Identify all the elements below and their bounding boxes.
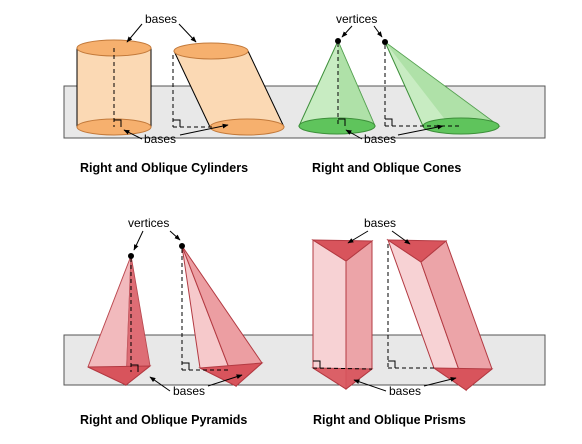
cylinders-top-label: bases bbox=[145, 12, 177, 26]
right-cone-vertex bbox=[335, 38, 341, 44]
right-cylinder bbox=[76, 39, 152, 136]
oblique-cylinder-bottom-base bbox=[209, 118, 285, 136]
oblique-prism-top-base bbox=[386, 239, 448, 263]
right-pyramid-base bbox=[87, 365, 152, 386]
oblique-cone-vertex bbox=[382, 39, 388, 45]
right-cone-base bbox=[298, 117, 376, 135]
right-prism bbox=[311, 239, 374, 391]
cones-top-label: vertices bbox=[336, 12, 377, 26]
oblique-pyramid-vertex bbox=[179, 243, 185, 249]
cones-bottom-label: bases bbox=[364, 132, 396, 146]
pyramids-top-label: vertices bbox=[128, 216, 169, 230]
oblique-pyramid bbox=[179, 243, 264, 388]
oblique-prism bbox=[386, 238, 494, 392]
right-prism-top-base bbox=[311, 239, 374, 262]
prisms-caption: Right and Oblique Prisms bbox=[313, 413, 466, 427]
right-cone bbox=[298, 38, 376, 135]
cones-panel: vertices bases Right and Oblique Cones bbox=[298, 12, 501, 175]
right-pyramid bbox=[87, 253, 152, 387]
cones-caption: Right and Oblique Cones bbox=[312, 161, 461, 175]
pyramids-bottom-label: bases bbox=[173, 384, 205, 398]
right-pyramid-vertex bbox=[128, 253, 134, 259]
prisms-panel: bases bases Right and Oblique Prisms bbox=[311, 216, 494, 427]
oblique-cylinder-top-base bbox=[173, 42, 249, 60]
pyramids-caption: Right and Oblique Pyramids bbox=[80, 413, 247, 427]
oblique-pyramid-base bbox=[198, 362, 264, 387]
bottom-plane bbox=[63, 334, 546, 386]
cylinders-bottom-label: bases bbox=[144, 132, 176, 146]
oblique-cylinder bbox=[172, 42, 285, 136]
cylinders-panel: bases bases Right and Oblique Cylinders bbox=[76, 12, 285, 175]
pyramids-panel: vertices bases Right and Oblique Pyramid… bbox=[80, 216, 264, 427]
prisms-bottom-label: bases bbox=[389, 384, 421, 398]
cylinders-caption: Right and Oblique Cylinders bbox=[80, 161, 248, 175]
prisms-top-label: bases bbox=[364, 216, 396, 230]
oblique-cone bbox=[382, 39, 501, 135]
